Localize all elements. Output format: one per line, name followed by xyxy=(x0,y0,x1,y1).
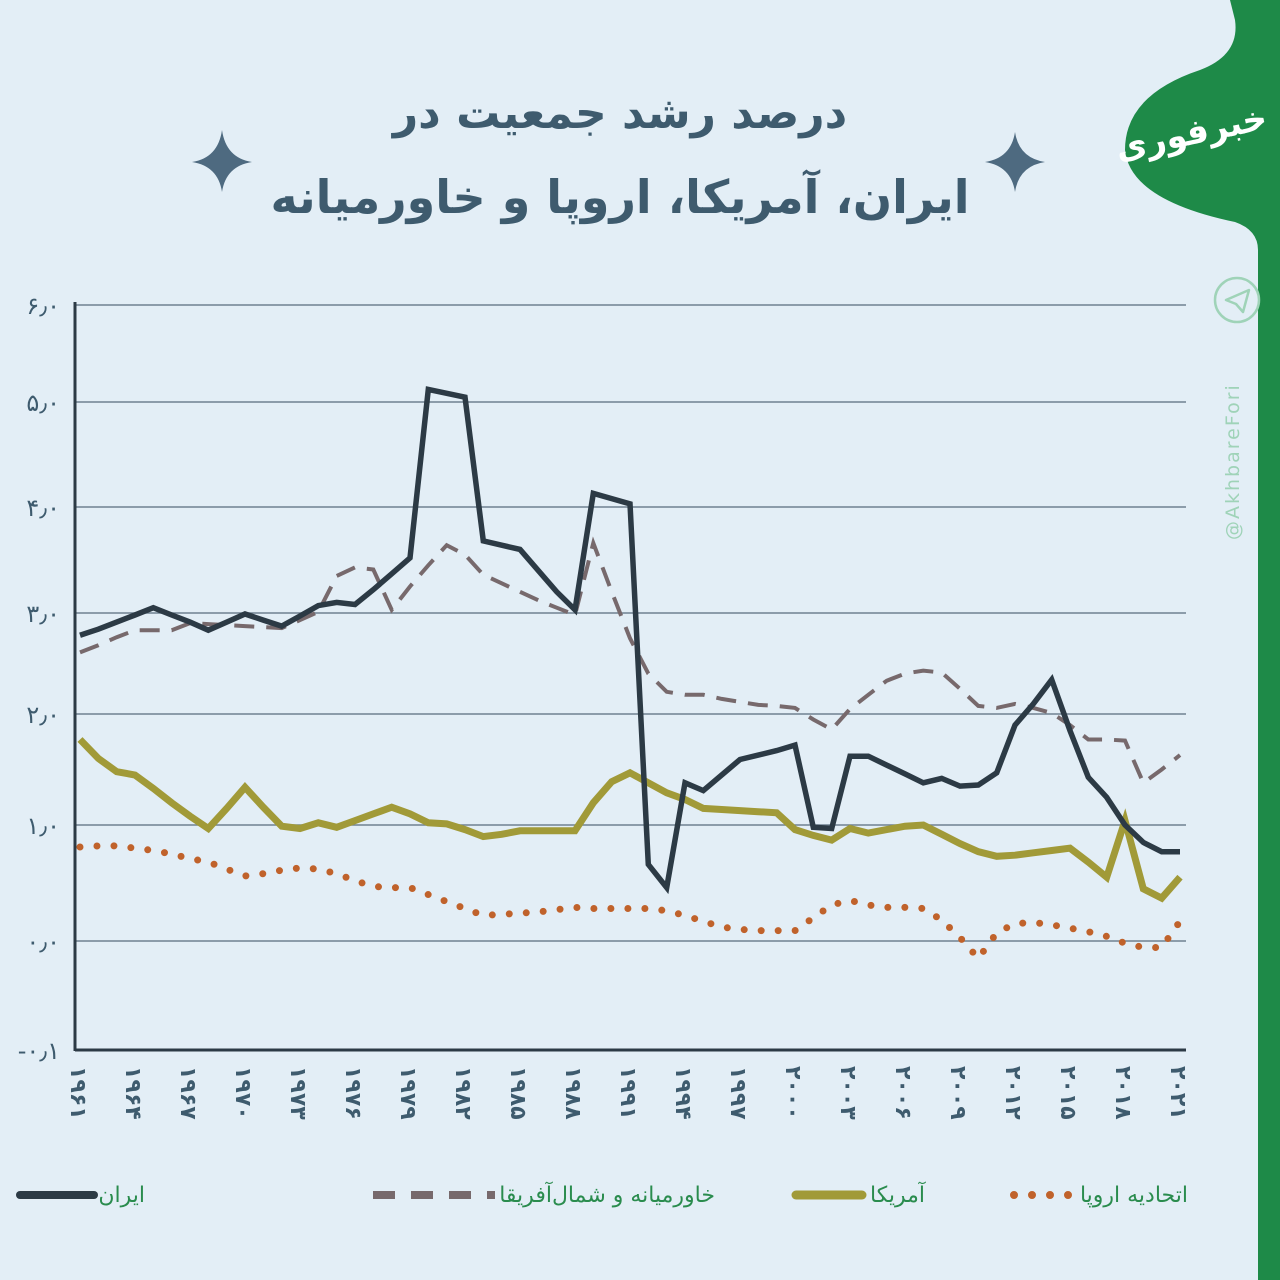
legend-label: اتحادیه اروپا xyxy=(1079,1182,1188,1208)
y-tick-label: ۰٫۰ xyxy=(26,928,60,956)
series-line-0 xyxy=(79,386,1180,895)
y-tick-label: -۰٫۱ xyxy=(18,1037,60,1065)
series-lines xyxy=(76,386,1184,965)
y-tick-label: ۵٫۰ xyxy=(26,389,60,417)
legend-label: آمریکا xyxy=(869,1182,925,1208)
legend-swatch xyxy=(373,1191,496,1199)
legend-item-mena: خاورمیانه و شمال‌آفریقا xyxy=(369,1180,715,1210)
x-tick-label: ۱۹۷۳ xyxy=(285,1066,310,1120)
legend-swatch xyxy=(16,1191,99,1199)
series-line-3 xyxy=(76,842,1184,965)
gridlines xyxy=(75,304,1186,942)
legend-label: خاورمیانه و شمال‌آفریقا xyxy=(499,1182,715,1208)
x-tick-label: ۱۹۶۷ xyxy=(175,1066,200,1120)
x-tick-label: ۲۰۱۸ xyxy=(1110,1066,1135,1120)
x-tick-label: ۱۹۹۱ xyxy=(615,1066,640,1120)
brand-banner xyxy=(1125,0,1280,1280)
legend-item-iran: ایران xyxy=(16,1180,145,1210)
x-tick-label: ۱۹۹۷ xyxy=(725,1066,750,1120)
legend-item-eu: اتحادیه اروپا xyxy=(1008,1180,1188,1210)
x-tick-label: ۱۹۶۴ xyxy=(120,1066,145,1120)
y-tick-label: ۶٫۰ xyxy=(26,292,60,320)
telegram-icon xyxy=(1213,276,1261,324)
x-tick-label: ۱۹۷۹ xyxy=(395,1066,420,1120)
y-tick-label: ۳٫۰ xyxy=(26,600,60,628)
legend-swatch xyxy=(791,1190,867,1200)
x-tick-label: ۱۹۹۴ xyxy=(670,1066,695,1120)
x-tick-label: ۲۰۰۳ xyxy=(835,1066,860,1120)
chart-title-line2: ایران، آمریکا، اروپا و خاورمیانه xyxy=(270,170,970,224)
x-tick-label: ۲۰۱۵ xyxy=(1055,1066,1080,1120)
x-tick-label: ۲۰۰۰ xyxy=(780,1066,805,1120)
x-tick-label: ۲۰۰۶ xyxy=(890,1066,915,1120)
x-tick-label: ۱۹۷۰ xyxy=(230,1066,255,1120)
x-tick-label: ۲۰۲۱ xyxy=(1165,1066,1190,1120)
legend-swatch xyxy=(1009,1191,1078,1199)
x-tick-label: ۱۹۸۸ xyxy=(560,1066,585,1120)
axes xyxy=(73,302,1186,1052)
chart-title-line1: درصد رشد جمعیت در xyxy=(392,88,848,139)
y-tick-label: ۱٫۰ xyxy=(26,812,60,840)
x-tick-label: ۱۹۷۶ xyxy=(340,1066,365,1120)
series-line-2 xyxy=(77,737,1183,903)
legend-item-america: آمریکا xyxy=(780,1180,925,1210)
y-tick-label: ۲٫۰ xyxy=(26,701,60,729)
legend-label: ایران xyxy=(98,1182,145,1208)
sparkle-icon xyxy=(192,130,1045,192)
x-tick-label: ۱۹۸۵ xyxy=(505,1066,530,1120)
x-tick-label: ۲۰۰۹ xyxy=(945,1066,970,1120)
y-tick-label: ۴٫۰ xyxy=(26,494,60,522)
brand-handle[interactable]: @AkhbareFori xyxy=(1222,383,1244,540)
x-tick-label: ۱۹۸۲ xyxy=(450,1066,475,1120)
series-line-1 xyxy=(79,536,1182,786)
x-tick-label: ۲۰۱۲ xyxy=(1000,1066,1025,1120)
x-tick-label: ۱۹۶۱ xyxy=(65,1066,90,1120)
